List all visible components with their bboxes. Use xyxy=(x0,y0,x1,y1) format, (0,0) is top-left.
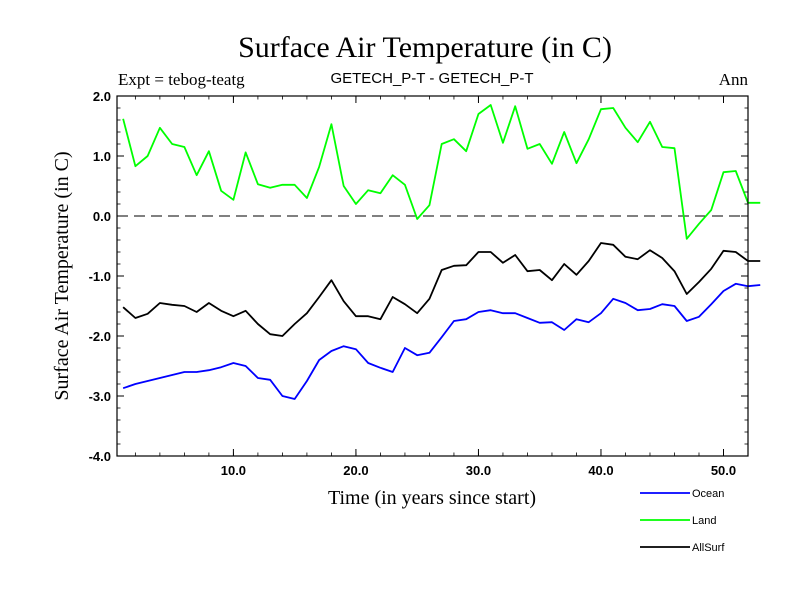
y-tick-label: -1.0 xyxy=(89,269,111,284)
x-tick-label: 10.0 xyxy=(221,463,246,478)
y-tick-label: -3.0 xyxy=(89,389,111,404)
y-tick-label: 1.0 xyxy=(93,149,111,164)
series-ocean xyxy=(122,282,761,400)
legend: Ocean Land AllSurf xyxy=(640,488,725,554)
series-line-land xyxy=(122,104,761,240)
series-line-ocean xyxy=(122,282,761,400)
legend-label-allsurf: AllSurf xyxy=(692,542,725,554)
x-tick-label: 40.0 xyxy=(588,463,613,478)
series-line-allsurf xyxy=(122,242,761,337)
legend-label-ocean: Ocean xyxy=(692,488,724,500)
y-axis-label: Surface Air Temperature (in C) xyxy=(51,151,73,400)
x-tick-label: 50.0 xyxy=(711,463,736,478)
experiment-label: Expt = tebog-teatg xyxy=(118,70,245,89)
x-tick-label: 30.0 xyxy=(466,463,491,478)
y-tick-label: -2.0 xyxy=(89,329,111,344)
comparison-label: GETECH_P-T - GETECH_P-T xyxy=(330,70,533,87)
plot-frame xyxy=(116,95,749,457)
series-allsurf xyxy=(122,242,761,337)
x-axis-label: Time (in years since start) xyxy=(328,487,536,509)
y-tick-label: -4.0 xyxy=(89,449,111,464)
season-label: Ann xyxy=(719,70,749,89)
y-tick-label: 2.0 xyxy=(93,89,111,104)
y-tick-label: 0.0 xyxy=(93,209,111,224)
series-land xyxy=(122,104,761,240)
legend-label-land: Land xyxy=(692,515,716,527)
x-tick-label: 20.0 xyxy=(343,463,368,478)
chart-title: Surface Air Temperature (in C) xyxy=(238,31,612,64)
